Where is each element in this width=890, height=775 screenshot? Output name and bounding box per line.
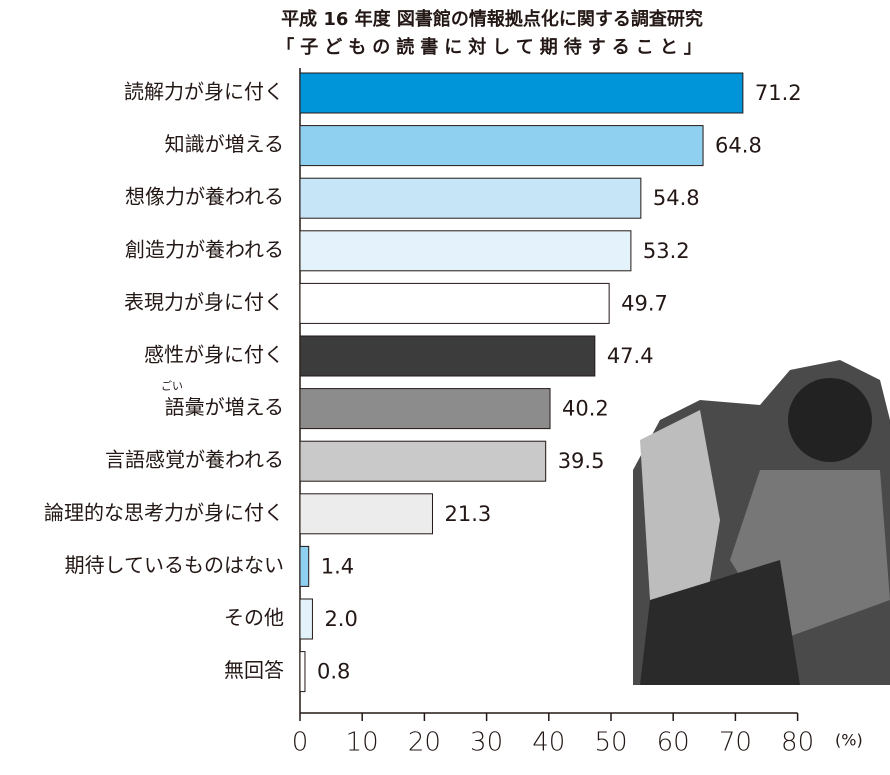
category-label: 語彙が増える <box>165 395 284 419</box>
category-label: 知識が増える <box>165 132 284 156</box>
value-label: 0.8 <box>317 660 350 684</box>
ruby-annotation: ごい <box>161 379 183 393</box>
category-label: 論理的な思考力が身に付く <box>44 500 284 524</box>
category-label: 感性が身に付く <box>144 343 284 367</box>
value-label: 40.2 <box>562 397 609 421</box>
chart-subtitle: 「子どもの読書に対して期待すること」 <box>276 36 707 58</box>
value-label: 54.8 <box>653 186 700 210</box>
category-label: 読解力が身に付く <box>124 80 284 104</box>
category-label: 想像力が養われる <box>125 185 284 209</box>
category-label: 言語感覚が養われる <box>105 448 284 472</box>
bar <box>300 231 631 271</box>
x-tick-label: 80 <box>781 728 814 758</box>
bar <box>300 441 546 481</box>
category-label: 無回答 <box>224 658 284 682</box>
bar <box>300 178 641 218</box>
x-tick-label: 40 <box>532 728 565 758</box>
x-tick-label: 70 <box>719 728 752 758</box>
value-label: 39.5 <box>558 449 605 473</box>
chart: 平成 16 年度 図書館の情報拠点化に関する調査研究 「子どもの読書に対して期待… <box>0 0 890 775</box>
x-tick-label: 60 <box>657 728 690 758</box>
category-label: 表現力が身に付く <box>124 290 284 314</box>
x-axis-unit: (%) <box>835 731 863 750</box>
x-tick-label: 50 <box>594 728 627 758</box>
value-label: 1.4 <box>321 554 354 578</box>
bar <box>300 73 743 113</box>
value-label: 21.3 <box>444 502 491 526</box>
bar <box>300 389 550 429</box>
photo <box>633 360 890 685</box>
value-label: 71.2 <box>755 81 802 105</box>
value-label: 49.7 <box>621 291 668 315</box>
value-label: 64.8 <box>715 134 762 158</box>
chart-title: 平成 16 年度 図書館の情報拠点化に関する調査研究 <box>281 8 703 30</box>
bar <box>300 652 305 692</box>
value-label: 53.2 <box>643 239 690 263</box>
bar <box>300 126 703 166</box>
value-label: 2.0 <box>324 607 357 631</box>
x-tick-label: 10 <box>346 728 379 758</box>
value-label: 47.4 <box>607 344 654 368</box>
x-tick-label: 30 <box>470 728 503 758</box>
bar <box>300 283 609 323</box>
page: 平成 16 年度 図書館の情報拠点化に関する調査研究 「子どもの読書に対して期待… <box>0 0 890 775</box>
bar <box>300 546 309 586</box>
bar <box>300 336 595 376</box>
category-label: 創造力が養われる <box>125 237 284 261</box>
bar <box>300 494 432 534</box>
x-tick-label: 20 <box>408 728 441 758</box>
x-tick-label: 0 <box>292 728 309 758</box>
category-label: その他 <box>224 606 284 630</box>
bar <box>300 599 312 639</box>
category-label: 期待しているものはない <box>65 553 284 577</box>
